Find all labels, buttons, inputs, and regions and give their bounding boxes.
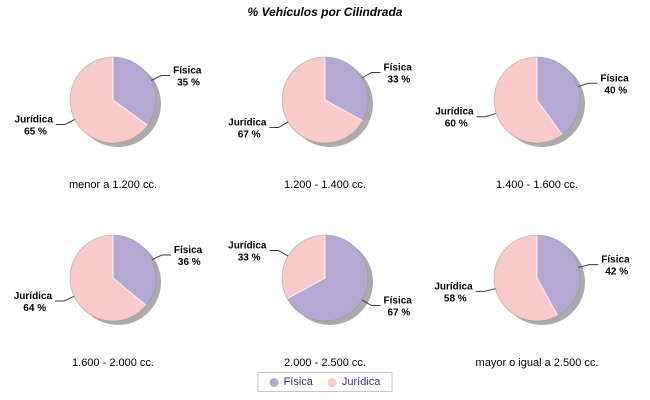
slice-label-name: Jurídica xyxy=(14,291,53,302)
slice-label-value: 33 % xyxy=(238,253,261,264)
pie-slice-fisica xyxy=(113,235,156,306)
slice-label-name: Jurídica xyxy=(434,281,473,292)
pie-rim xyxy=(493,56,581,144)
slice-label-value: 67 % xyxy=(388,308,411,319)
pie-slice-fisica xyxy=(537,235,581,316)
pie-panel: Física 67 % Jurídica 33 % 2.000 - 2.500 cc. xyxy=(219,210,431,388)
slice-label-value: 42 % xyxy=(605,267,628,278)
pie-rim xyxy=(493,234,581,322)
pie-panel: Física 36 % Jurídica 64 % 1.600 - 2.000 cc. xyxy=(7,210,219,388)
slice-label-value: 65 % xyxy=(24,127,47,138)
slice-label-name: Física xyxy=(384,296,413,307)
leader-line xyxy=(578,264,599,268)
pie-slice-juridica xyxy=(282,57,363,143)
legend-item-juridica: Jurídica xyxy=(327,376,381,388)
pie-slice-juridica xyxy=(281,235,325,299)
slice-label-value: 67 % xyxy=(238,130,261,141)
slice-label-name: Jurídica xyxy=(228,241,267,252)
pie-grid: Física 35 % Jurídica 65 % menor a 1.200 cc. F… xyxy=(7,32,643,388)
pie-slice-juridica xyxy=(493,57,563,143)
slice-label-value: 58 % xyxy=(444,293,467,304)
leader-line xyxy=(269,121,289,128)
legend-dot-icon xyxy=(269,377,279,387)
slice-divider xyxy=(112,99,149,126)
pie-panel: Física 40 % Jurídica 60 % 1.400 - 1.600 cc. xyxy=(431,32,643,210)
slice-label-name: Física xyxy=(174,245,203,256)
slice-label-name: Física xyxy=(600,73,629,84)
leader-line xyxy=(151,254,171,261)
leader-line xyxy=(55,295,75,302)
leader-line xyxy=(151,75,171,81)
pie-slice-fisica xyxy=(113,57,156,126)
pie-rim xyxy=(69,234,157,322)
category-label: mayor o igual a 2.500 cc. xyxy=(475,357,599,369)
slice-label-value: 60 % xyxy=(445,119,468,130)
legend-label: Física xyxy=(283,376,313,388)
pie-slice-fisica xyxy=(325,57,369,121)
pie-rim xyxy=(69,56,157,144)
slice-divider xyxy=(324,99,363,122)
leader-line xyxy=(476,112,497,118)
pie-slice-fisica xyxy=(537,57,580,135)
slice-label-value: 40 % xyxy=(604,85,627,96)
category-label: 1.600 - 2.000 cc. xyxy=(72,357,154,369)
slice-label-name: Física xyxy=(384,63,413,74)
chart-legend: Física Jurídica xyxy=(257,372,393,392)
slice-label-name: Física xyxy=(601,255,630,266)
pie-slice-fisica xyxy=(287,235,368,321)
leader-line xyxy=(577,82,598,88)
legend-dot-icon xyxy=(327,377,337,387)
category-label: 1.400 - 1.600 cc. xyxy=(496,179,578,191)
pie-slice-juridica xyxy=(69,57,148,143)
chart-title: % Vehículos por Cilindrada xyxy=(247,5,403,19)
pie-panel: Física 42 % Jurídica 58 % mayor o igual a 2.… xyxy=(431,210,643,388)
legend-label: Jurídica xyxy=(341,376,381,388)
category-label: 1.200 - 1.400 cc. xyxy=(284,179,366,191)
slice-label-name: Jurídica xyxy=(435,107,474,118)
category-label: 2.000 - 2.500 cc. xyxy=(284,357,366,369)
pie-panel: Física 35 % Jurídica 65 % menor a 1.200 cc. xyxy=(7,32,219,210)
pie-rim xyxy=(281,234,369,322)
slice-divider xyxy=(112,277,147,306)
slice-label-value: 36 % xyxy=(178,257,201,268)
pie-panel: Física 33 % Jurídica 67 % 1.200 - 1.400 cc. xyxy=(219,32,431,210)
legend-item-fisica: Física xyxy=(269,376,313,388)
leader-line xyxy=(475,288,496,292)
pie-slice-juridica xyxy=(69,234,147,321)
slice-label-name: Jurídica xyxy=(15,115,54,126)
slice-divider xyxy=(287,277,326,300)
category-label: menor a 1.200 cc. xyxy=(68,179,158,191)
leader-line xyxy=(361,72,381,79)
pie-slice-juridica xyxy=(494,235,558,321)
leader-line xyxy=(55,119,75,125)
slice-label-name: Jurídica xyxy=(228,118,267,129)
slice-divider xyxy=(536,99,563,136)
slice-label-value: 64 % xyxy=(23,303,46,314)
leader-line xyxy=(269,250,289,257)
slice-label-value: 33 % xyxy=(388,75,411,86)
leader-line xyxy=(361,299,381,306)
pie-rim xyxy=(281,56,369,144)
slice-label-value: 35 % xyxy=(177,78,200,89)
slice-divider xyxy=(536,277,559,316)
slice-label-name: Física xyxy=(173,66,202,77)
